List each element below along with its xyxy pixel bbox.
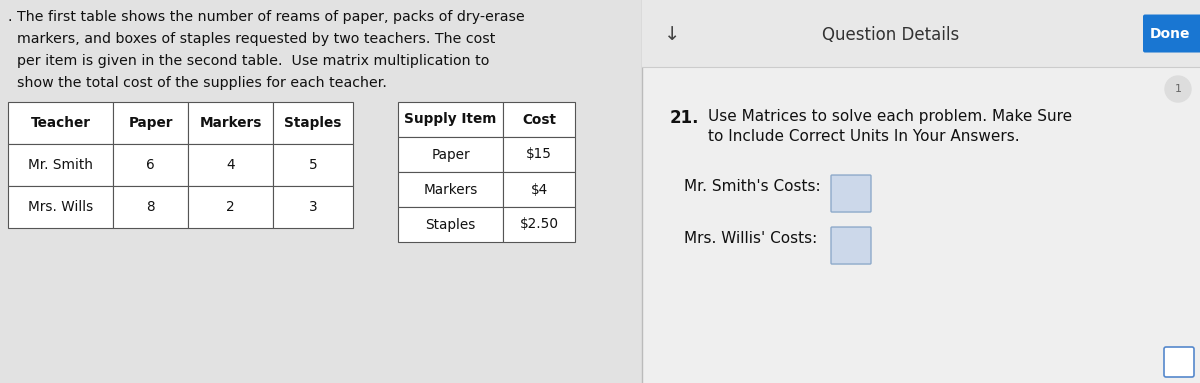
Bar [398,172,503,207]
Text: $4: $4 [530,183,547,196]
Text: 1: 1 [1175,84,1182,94]
Text: to Include Correct Units In Your Answers.: to Include Correct Units In Your Answers… [708,129,1020,144]
Text: Staples: Staples [425,218,475,231]
Bar [503,137,575,172]
Circle shape [1165,76,1190,102]
Text: Paper: Paper [431,147,470,162]
Bar [503,172,575,207]
Bar [8,144,113,186]
Text: Mrs. Willis' Costs:: Mrs. Willis' Costs: [684,231,817,246]
Text: . The first table shows the number of reams of paper, packs of dry-erase: . The first table shows the number of re… [8,10,524,24]
Bar [398,102,503,137]
Bar [8,186,113,228]
Text: 3: 3 [308,200,317,214]
Text: 4: 4 [226,158,235,172]
Text: 21.: 21. [670,109,700,127]
Text: Cost: Cost [522,113,556,126]
Text: Mr. Smith: Mr. Smith [28,158,94,172]
Text: Done: Done [1150,26,1190,41]
FancyBboxPatch shape [1142,15,1200,52]
Bar [188,186,274,228]
Bar [113,186,188,228]
Text: markers, and boxes of staples requested by two teachers. The cost: markers, and boxes of staples requested … [8,32,496,46]
Bar [113,144,188,186]
Text: 5: 5 [308,158,317,172]
Text: $15: $15 [526,147,552,162]
Bar [503,102,575,137]
Text: Teacher: Teacher [30,116,90,130]
Text: Supply Item: Supply Item [404,113,497,126]
Text: ↓: ↓ [664,25,680,44]
Bar [274,186,353,228]
Text: Question Details: Question Details [822,26,960,44]
Text: Mrs. Wills: Mrs. Wills [28,200,94,214]
Bar [398,207,503,242]
Text: $2.50: $2.50 [520,218,558,231]
Text: Staples: Staples [284,116,342,130]
Text: Mr. Smith's Costs:: Mr. Smith's Costs: [684,179,821,194]
Bar [8,102,113,144]
Text: per item is given in the second table.  Use matrix multiplication to: per item is given in the second table. U… [8,54,490,68]
Bar [274,102,353,144]
FancyBboxPatch shape [1164,347,1194,377]
FancyBboxPatch shape [830,227,871,264]
Bar [0,0,642,383]
Bar [113,102,188,144]
Text: 2: 2 [226,200,235,214]
Text: Markers: Markers [424,183,478,196]
Bar [188,102,274,144]
Text: Markers: Markers [199,116,262,130]
Text: show the total cost of the supplies for each teacher.: show the total cost of the supplies for … [8,76,386,90]
FancyBboxPatch shape [830,175,871,212]
Text: 6: 6 [146,158,155,172]
Bar [188,144,274,186]
Bar [398,137,503,172]
Text: 8: 8 [146,200,155,214]
Bar [642,0,1200,67]
Text: Paper: Paper [128,116,173,130]
Text: Use Matrices to solve each problem. Make Sure: Use Matrices to solve each problem. Make… [708,109,1072,124]
Bar [274,144,353,186]
Bar [503,207,575,242]
Bar [642,0,1200,383]
